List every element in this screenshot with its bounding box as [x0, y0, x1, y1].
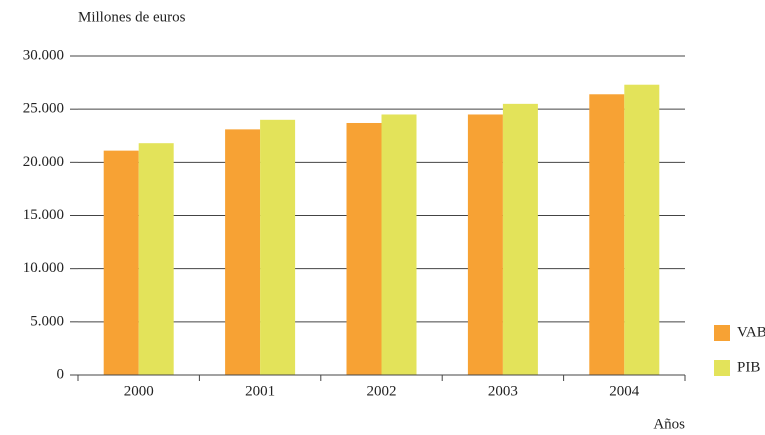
legend-swatch: [714, 325, 730, 341]
x-tick-label: 2002: [367, 383, 397, 399]
bar: [138, 143, 174, 375]
y-tick-label: 5.000: [30, 313, 64, 329]
bar: [502, 103, 538, 375]
y-tick-label: 10.000: [23, 260, 64, 276]
y-tick-label: 0: [57, 366, 65, 382]
y-tick-label: 30.000: [23, 47, 64, 63]
bar: [103, 150, 139, 375]
y-tick-label: 20.000: [23, 154, 64, 170]
chart-title: Millones de euros: [78, 9, 186, 25]
x-tick-label: 2003: [488, 383, 518, 399]
legend-label: PIB: [737, 359, 760, 375]
bar: [346, 122, 382, 376]
x-tick-label: 2001: [245, 383, 275, 399]
x-tick-label: 2004: [609, 383, 640, 399]
bar: [381, 114, 417, 375]
y-tick-label: 25.000: [23, 101, 64, 117]
bar: [624, 84, 660, 376]
bar: [589, 94, 625, 375]
x-tick-label: 2000: [124, 383, 154, 399]
y-tick-label: 15.000: [23, 207, 64, 223]
bar: [260, 119, 296, 375]
bar: [225, 129, 261, 375]
legend-label: VAB: [737, 324, 765, 340]
legend-swatch: [714, 360, 730, 376]
x-axis-label: Años: [653, 416, 685, 432]
bar: [467, 114, 503, 375]
